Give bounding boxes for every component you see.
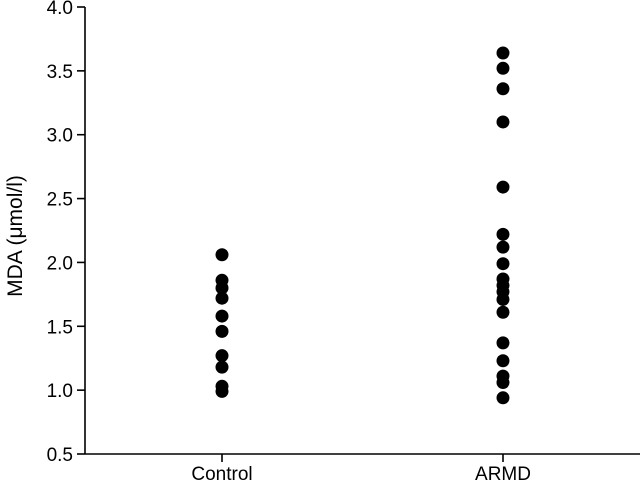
data-point — [496, 46, 510, 60]
data-point — [496, 391, 510, 405]
axes — [84, 7, 640, 455]
data-point — [496, 305, 510, 319]
x-category-label: Control — [191, 464, 252, 482]
data-point — [215, 281, 229, 295]
data-point — [496, 240, 510, 254]
data-point — [496, 354, 510, 368]
data-point — [215, 291, 229, 305]
x-categories: Control ARMD — [191, 454, 531, 482]
y-tick-label: 1.5 — [47, 317, 73, 338]
data-point — [215, 324, 229, 338]
data-point — [496, 257, 510, 271]
data-point — [496, 336, 510, 350]
y-tick-label: 3.0 — [47, 126, 73, 147]
data-point — [496, 375, 510, 389]
data-point — [215, 309, 229, 323]
y-tick-label: 2.0 — [47, 253, 73, 274]
data-point — [496, 115, 510, 129]
data-point — [215, 384, 229, 398]
y-ticks: 0.5 1.0 1.5 2.0 2.5 3.0 3.5 4.0 — [47, 0, 85, 466]
data-point — [215, 349, 229, 363]
data-points — [215, 46, 510, 405]
y-tick-label: 1.0 — [47, 381, 73, 402]
y-tick-label: 3.5 — [47, 62, 73, 83]
data-point — [496, 292, 510, 306]
y-axis-label: MDA (μmol/l) — [4, 175, 27, 297]
data-point — [215, 360, 229, 374]
y-tick-label: 0.5 — [47, 445, 73, 466]
x-category-label: ARMD — [475, 464, 531, 482]
data-point — [496, 61, 510, 75]
data-point — [496, 227, 510, 241]
data-point — [215, 248, 229, 262]
y-tick-label: 4.0 — [47, 0, 73, 19]
y-tick-label: 2.5 — [47, 190, 73, 211]
data-point — [496, 180, 510, 194]
data-point — [496, 82, 510, 96]
